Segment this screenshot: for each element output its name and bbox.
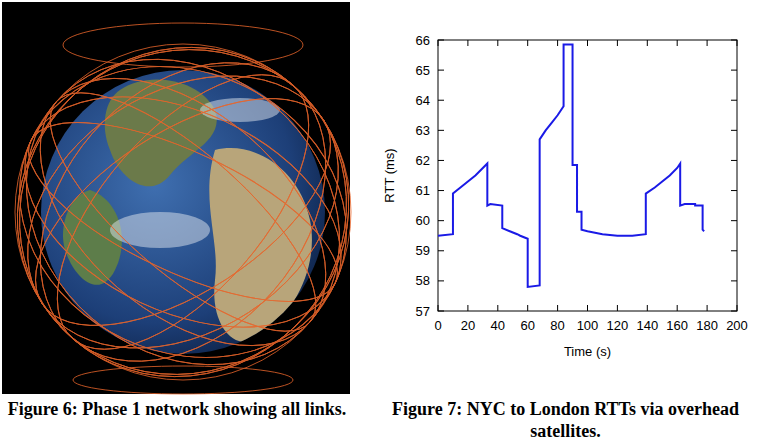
x-tick xyxy=(527,40,528,46)
y-tick-label: 59 xyxy=(416,243,430,258)
x-tick-label: 200 xyxy=(726,318,748,333)
cloud xyxy=(110,212,210,248)
y-tick xyxy=(731,190,737,191)
figure-6 xyxy=(0,0,414,444)
y-axis-title: RTT (ms) xyxy=(382,148,397,202)
y-tick xyxy=(438,70,444,71)
x-tick xyxy=(497,40,498,46)
y-tick xyxy=(438,280,444,281)
x-tick xyxy=(467,40,468,46)
y-tick xyxy=(731,220,737,221)
x-tick xyxy=(647,305,648,311)
x-tick-label: 140 xyxy=(636,318,658,333)
y-tick-label: 65 xyxy=(416,63,430,78)
caption: Figure 7: NYC to London RTTs via overhea… xyxy=(378,398,753,442)
orbit-link xyxy=(0,50,378,373)
x-tick-label: 180 xyxy=(696,318,718,333)
x-tick xyxy=(617,40,618,46)
orbit-link xyxy=(0,0,411,438)
x-axis-title: Time (s) xyxy=(564,344,611,359)
y-tick xyxy=(731,280,737,281)
orbit-link xyxy=(0,20,389,404)
y-tick-label: 64 xyxy=(416,93,430,108)
caption: Figure 6: Phase 1 network showing all li… xyxy=(2,398,352,420)
x-tick xyxy=(677,40,678,46)
orbit-link xyxy=(0,14,394,410)
land xyxy=(105,80,217,187)
orbit-link xyxy=(0,0,411,438)
x-tick xyxy=(587,305,588,311)
y-tick-label: 60 xyxy=(416,213,430,228)
x-tick-label: 40 xyxy=(491,318,505,333)
orbit-link xyxy=(0,0,402,428)
orbit-link xyxy=(0,50,378,373)
orbit-link xyxy=(15,44,351,380)
orbit-link xyxy=(0,14,394,410)
orbit-link xyxy=(5,87,360,338)
orbit-link xyxy=(12,33,353,392)
y-tick-label: 63 xyxy=(416,123,430,138)
x-tick xyxy=(647,40,648,46)
y-tick xyxy=(438,220,444,221)
plot-lines xyxy=(438,45,704,287)
orbit-link xyxy=(63,23,303,67)
y-tick-label: 61 xyxy=(416,183,430,198)
x-tick xyxy=(497,305,498,311)
x-tick xyxy=(527,305,528,311)
orbit-link xyxy=(0,20,389,404)
y-tick xyxy=(438,100,444,101)
figure-7: 57 58 59 60 61 62 63 64 65 66 0 20 40 60 80 100 120 140 16… xyxy=(382,33,748,360)
orbit-link xyxy=(0,0,414,444)
x-tick xyxy=(587,40,588,46)
y-tick-label: 57 xyxy=(416,304,430,319)
x-tick xyxy=(707,305,708,311)
orbit-link xyxy=(5,87,360,338)
y-tick xyxy=(731,160,737,161)
orbit-link xyxy=(0,6,384,417)
x-tick xyxy=(617,305,618,311)
x-tick-label: 0 xyxy=(434,318,441,333)
page: 57 58 59 60 61 62 63 64 65 66 0 20 40 60 80 100 120 140 16… xyxy=(0,0,768,444)
rtt-line xyxy=(438,45,704,287)
y-tick xyxy=(438,160,444,161)
y-tick-label: 62 xyxy=(416,153,430,168)
x-tick-label: 100 xyxy=(577,318,599,333)
y-tick xyxy=(438,190,444,191)
links xyxy=(0,0,414,444)
x-tick xyxy=(677,305,678,311)
orbit-link xyxy=(12,33,353,392)
y-tick xyxy=(731,250,737,251)
x-tick-label: 160 xyxy=(666,318,688,333)
x-tick xyxy=(467,305,468,311)
y-tick xyxy=(731,100,737,101)
y-tick xyxy=(731,130,737,131)
x-tick xyxy=(557,40,558,46)
orbit-link xyxy=(17,56,349,367)
orbit-link xyxy=(0,53,367,370)
earth xyxy=(41,70,325,354)
y-tick xyxy=(438,250,444,251)
y-tick-label: 66 xyxy=(416,33,430,48)
x-tick-label: 60 xyxy=(520,318,534,333)
orbit-link xyxy=(17,56,349,367)
y-tick xyxy=(438,130,444,131)
y-tick-label: 58 xyxy=(416,273,430,288)
x-tick-label: 20 xyxy=(461,318,475,333)
y-tick xyxy=(731,70,737,71)
orbit-link xyxy=(0,0,402,428)
orbit-link xyxy=(0,0,414,444)
x-tick xyxy=(557,305,558,311)
plot-frame xyxy=(438,40,737,311)
orbit-link xyxy=(0,6,384,417)
orbit-link xyxy=(0,26,375,397)
orbit-link xyxy=(0,53,367,370)
x-tick-label: 120 xyxy=(607,318,629,333)
orbit-link xyxy=(0,26,375,397)
x-tick xyxy=(707,40,708,46)
x-tick-label: 80 xyxy=(550,318,564,333)
